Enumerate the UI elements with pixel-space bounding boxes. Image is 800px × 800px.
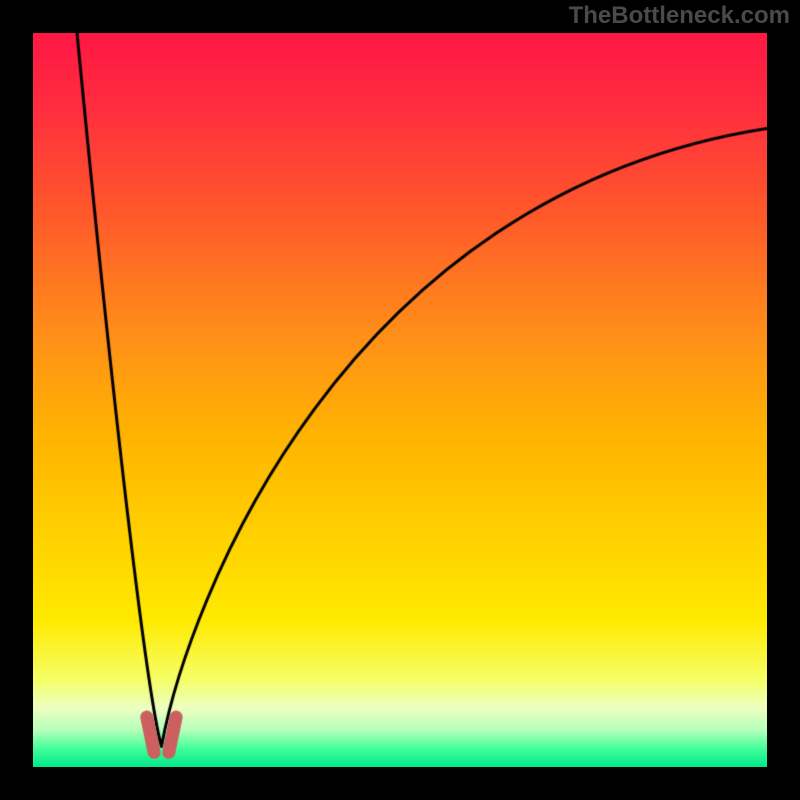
watermark-text: TheBottleneck.com [569,2,790,30]
bottleneck-curve [33,33,767,767]
chart-container: TheBottleneck.com [0,0,800,800]
